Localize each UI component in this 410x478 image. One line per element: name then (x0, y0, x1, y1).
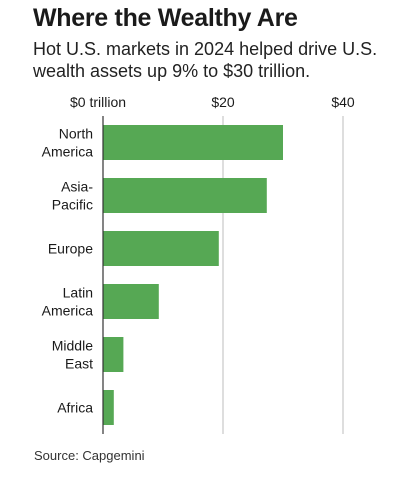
category-label-line: Pacific (52, 197, 93, 213)
category-label-line: North (59, 126, 93, 142)
bar-5 (103, 390, 114, 425)
bar-3 (103, 284, 159, 319)
category-label-line: East (65, 356, 93, 372)
category-label-2: Europe (48, 241, 93, 257)
bar-1 (103, 178, 267, 213)
category-label-line: Latin (63, 285, 93, 301)
tick-label-0: $0 trillion (70, 94, 126, 110)
category-label-line: America (42, 303, 94, 319)
category-label-line: Asia- (61, 179, 93, 195)
category-label-5: Africa (57, 400, 93, 416)
chart-subtitle: Hot U.S. markets in 2024 helped drive U.… (33, 39, 378, 81)
chart-title: Where the Wealthy Are (33, 4, 298, 32)
category-label-line: Africa (57, 400, 93, 416)
category-label-line: America (42, 144, 94, 160)
source-note: Source: Capgemini (34, 448, 145, 463)
bar-2 (103, 231, 219, 266)
category-label-line: Europe (48, 241, 93, 257)
category-label-0: North America (42, 126, 94, 160)
category-label-1: Asia- Pacific (52, 179, 94, 213)
category-label-line: Middle (52, 338, 93, 354)
category-label-4: Middle East (52, 338, 93, 372)
bar-4 (103, 337, 124, 372)
tick-label-40: $40 (331, 94, 355, 110)
tick-label-20: $20 (211, 94, 235, 110)
bar-0 (103, 125, 283, 160)
category-label-3: Latin America (42, 285, 94, 319)
